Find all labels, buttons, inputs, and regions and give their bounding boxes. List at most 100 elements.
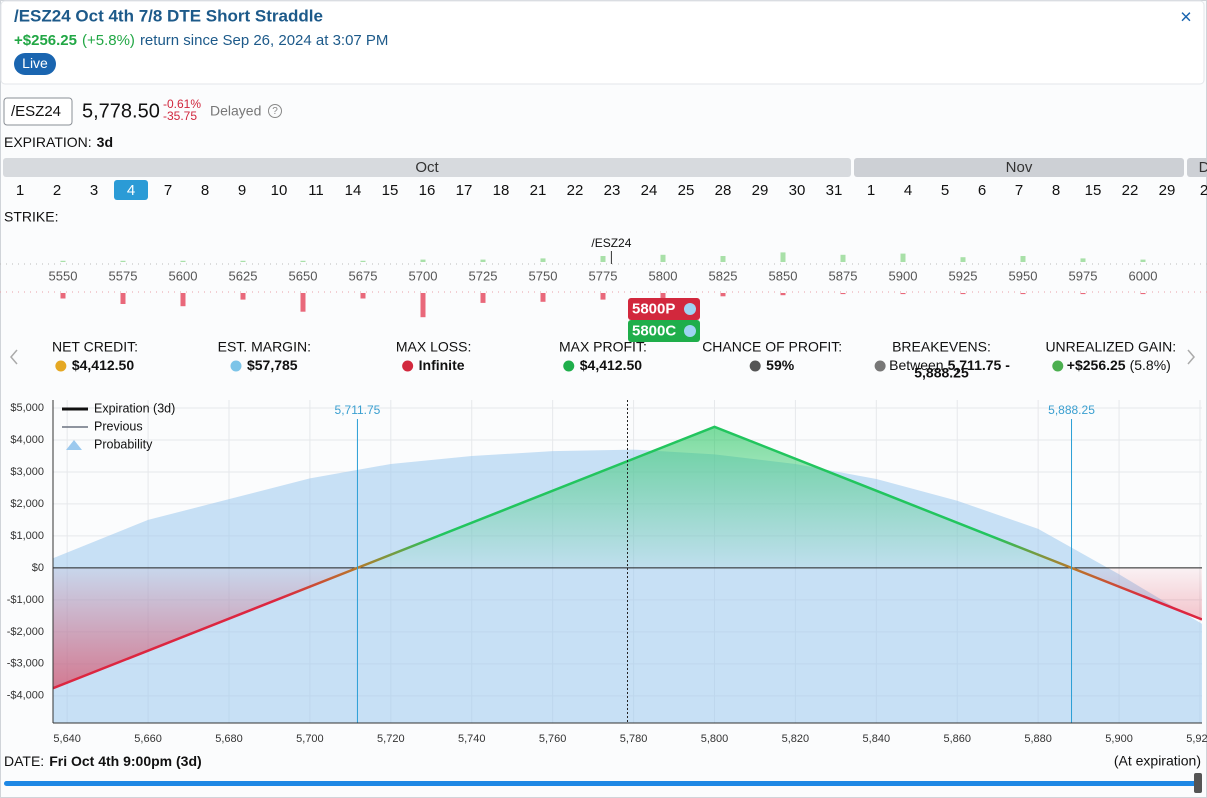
day[interactable]: 21 — [530, 182, 547, 199]
stat-value-main: Infinite — [419, 357, 465, 373]
leg-text: 5800P — [632, 300, 675, 317]
x-tick-label: 5,680 — [215, 733, 243, 745]
strike-tick[interactable]: 5900 — [889, 268, 918, 283]
stat-value-extra: 5,888.25 — [914, 365, 969, 381]
day[interactable]: 2 — [1200, 182, 1207, 199]
leg-icon — [684, 303, 696, 315]
y-tick-label: $4,000 — [10, 434, 44, 446]
stat-icon — [874, 360, 886, 372]
day[interactable]: 4 — [127, 182, 135, 199]
help-text: ? — [272, 106, 278, 117]
day[interactable]: 22 — [1122, 182, 1139, 199]
day[interactable]: 1 — [867, 182, 875, 199]
day[interactable]: 5 — [941, 182, 949, 199]
strike-tick[interactable]: 5850 — [769, 268, 798, 283]
day[interactable]: 2 — [53, 182, 61, 199]
strike-tick[interactable]: 6000 — [1129, 268, 1158, 283]
x-tick-label: 5,740 — [458, 733, 486, 745]
put-oi-bar — [300, 293, 306, 312]
day[interactable]: 28 — [715, 182, 732, 199]
day[interactable]: 22 — [567, 182, 584, 199]
stat-label: NET CREDIT: — [52, 339, 138, 355]
legend-swatch — [66, 440, 82, 450]
y-tick-label: $1,000 — [10, 530, 44, 542]
strike-tick[interactable]: 5800 — [649, 268, 678, 283]
day[interactable]: 31 — [826, 182, 843, 199]
strike-picker: 5550 5575 5600 5625 5650 5675 5700 5725 5750 5775… — [0, 236, 1207, 342]
day[interactable]: 8 — [201, 182, 209, 199]
expiration-line: EXPIRATION: 3d — [4, 134, 113, 150]
next-arrow[interactable] — [1187, 349, 1195, 365]
put-oi-bar — [1080, 293, 1086, 295]
prev-arrow[interactable] — [10, 349, 18, 365]
strike-tick[interactable]: 5750 — [529, 268, 558, 283]
strike-tick[interactable]: 5875 — [829, 268, 858, 283]
since: return since Sep 26, 2024 at 3:07 PM — [140, 32, 389, 49]
day[interactable]: 23 — [604, 182, 621, 199]
close-button[interactable]: × — [1180, 6, 1192, 28]
day[interactable]: 9 — [238, 182, 246, 199]
strike-tick[interactable]: 5550 — [49, 268, 78, 283]
y-tick-label: $2,000 — [10, 498, 44, 510]
at-expiration: (At expiration) — [1114, 753, 1201, 769]
strike-tick[interactable]: 5700 — [409, 268, 438, 283]
strike-tick[interactable]: 5625 — [229, 268, 258, 283]
strike-tick[interactable]: 5575 — [109, 268, 138, 283]
date-slider[interactable] — [4, 781, 1198, 786]
live-text: Live — [22, 55, 48, 71]
stat-icon — [563, 360, 575, 372]
call-oi-bar — [1080, 258, 1086, 262]
breakeven-label: 5,888.25 — [1048, 403, 1095, 417]
slider-thumb[interactable] — [1194, 773, 1202, 793]
stat-value: Infinite — [419, 357, 465, 373]
day[interactable]: 24 — [641, 182, 658, 199]
day[interactable]: 6 — [978, 182, 986, 199]
stat-label: EST. MARGIN: — [218, 339, 311, 355]
selected-day — [114, 180, 148, 200]
day[interactable]: 29 — [752, 182, 769, 199]
day[interactable]: 29 — [1159, 182, 1176, 199]
day[interactable]: 8 — [1052, 182, 1060, 199]
strike-tick[interactable]: 5600 — [169, 268, 198, 283]
day[interactable]: 1 — [16, 182, 24, 199]
strike-tick[interactable]: 5650 — [289, 268, 318, 283]
day[interactable]: 18 — [493, 182, 510, 199]
day[interactable]: 16 — [419, 182, 436, 199]
call-oi-bar — [1140, 259, 1146, 262]
day[interactable]: 25 — [678, 182, 695, 199]
day[interactable]: 10 — [271, 182, 288, 199]
x-tick-label: 5,840 — [863, 733, 891, 745]
day[interactable]: 15 — [1085, 182, 1102, 199]
put-oi-bar — [660, 293, 666, 299]
call-oi-bar — [180, 260, 186, 262]
status: Delayed — [210, 103, 261, 119]
leg-badge[interactable] — [628, 298, 700, 320]
strike-tick[interactable]: 5725 — [469, 268, 498, 283]
day[interactable]: 4 — [904, 182, 912, 199]
strike-tick[interactable]: 5950 — [1009, 268, 1038, 283]
symbol-input[interactable] — [3, 97, 73, 126]
x-tick-label: 5,700 — [296, 733, 324, 745]
gain-pct: (+5.8%) — [82, 32, 135, 49]
day[interactable]: 30 — [789, 182, 806, 199]
help-icon[interactable] — [268, 104, 282, 118]
strike-tick[interactable]: 5825 — [709, 268, 738, 283]
day[interactable]: 7 — [164, 182, 172, 199]
change-pct: -0.61% — [163, 97, 201, 111]
call-oi-bar — [60, 260, 66, 262]
strike-tick[interactable]: 5675 — [349, 268, 378, 283]
stat-value: 59% — [766, 357, 795, 373]
day[interactable]: 3 — [90, 182, 98, 199]
y-tick-label: $5,000 — [10, 402, 44, 414]
day[interactable]: 15 — [382, 182, 399, 199]
put-oi-bar — [1140, 293, 1146, 295]
day[interactable]: 11 — [308, 182, 324, 199]
strike-tick[interactable]: 5775 — [589, 268, 618, 283]
leg-badge[interactable] — [628, 320, 700, 342]
strike-tick[interactable]: 5925 — [949, 268, 978, 283]
day[interactable]: 14 — [345, 182, 362, 199]
strike-tick[interactable]: 5975 — [1069, 268, 1098, 283]
day[interactable]: 7 — [1015, 182, 1023, 199]
day[interactable]: 17 — [456, 182, 473, 199]
